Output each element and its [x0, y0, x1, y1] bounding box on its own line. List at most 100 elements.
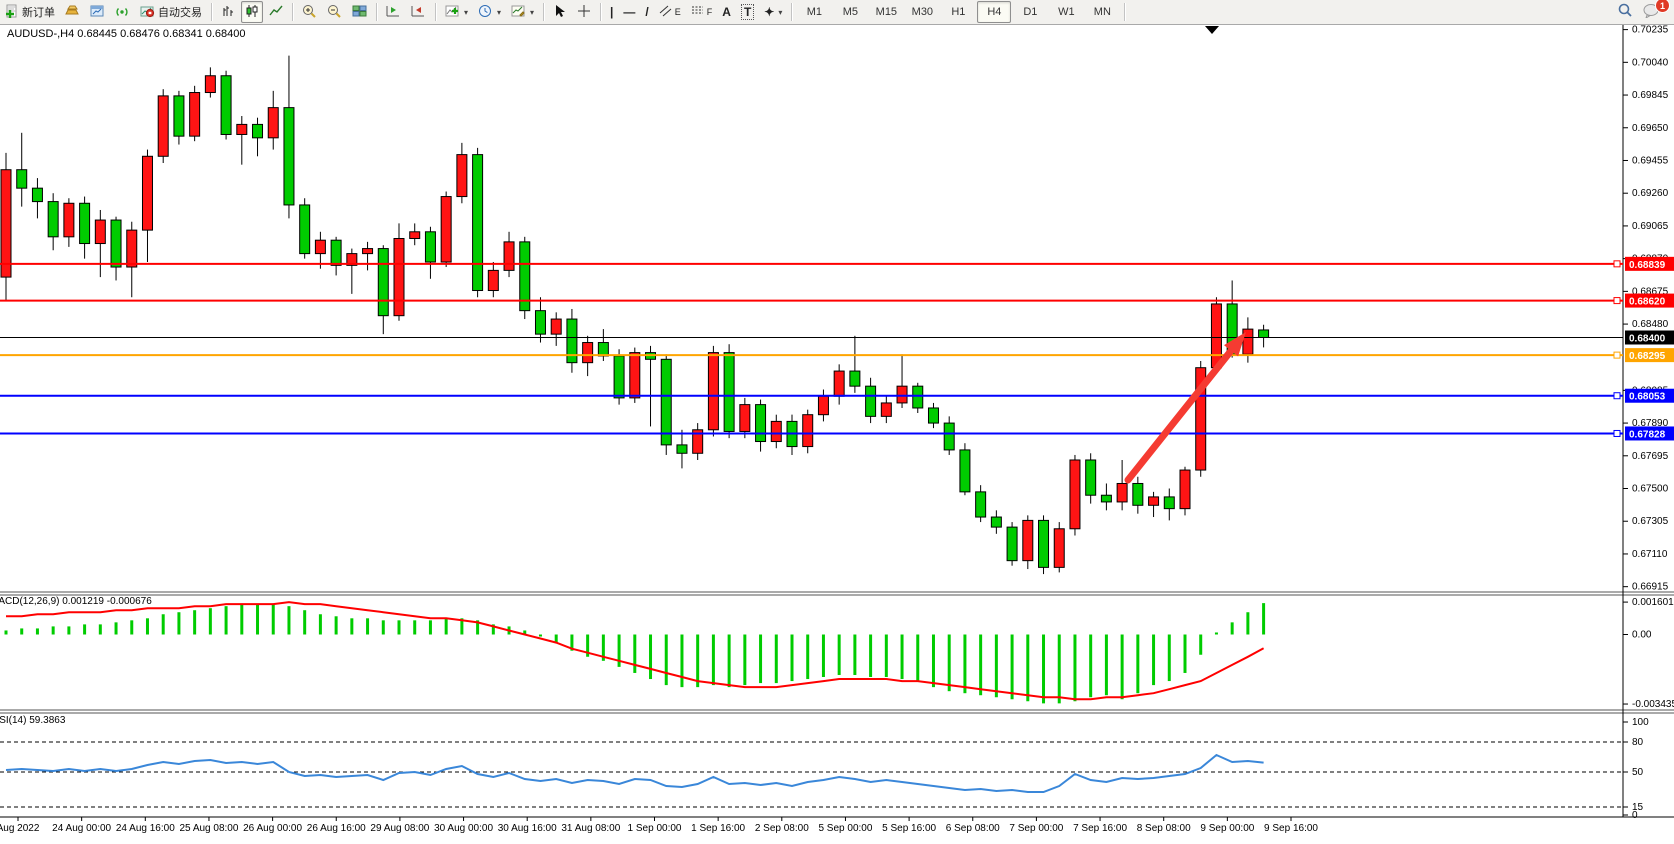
candle-up: [362, 248, 374, 255]
candle-down: [865, 385, 877, 417]
candle-up: [236, 123, 248, 135]
price-tick-label: 0.68675: [1632, 286, 1669, 297]
price-tick-label: 0.70235: [1632, 25, 1669, 36]
candle-down: [47, 201, 59, 238]
candle-down: [173, 95, 185, 137]
price-axis: 0.70235 0.70040 0.69845 0.69650 0.69455 0.692…: [1623, 25, 1669, 593]
timeframe-mn-button[interactable]: MN: [1085, 1, 1119, 23]
chart-title: AUDUSD-,H4 0.68445 0.68476 0.68341 0.684…: [7, 28, 246, 40]
new-order-label: 新订单: [22, 7, 55, 19]
time-tick-label: 25 Aug 08:00: [179, 823, 238, 834]
price-tick-label: 0.67305: [1632, 516, 1669, 527]
horizontal-line-icon: —: [623, 5, 636, 19]
price-tags: 0.68839 0.68620 0.68400 0.68295 0.68053 0.678…: [1625, 256, 1674, 441]
candle-up: [63, 202, 75, 238]
time-tick-label: 9 Sep 16:00: [1264, 823, 1318, 834]
chart-shift-marker-icon[interactable]: [1205, 26, 1219, 34]
fibonacci-tool-button[interactable]: F: [687, 1, 717, 23]
new-order-button[interactable]: 新订单: [1, 1, 59, 23]
timeframe-m15-button[interactable]: M15: [869, 1, 903, 23]
add-indicator-icon: [445, 4, 460, 21]
price-tick-label: 0.69065: [1632, 221, 1669, 232]
timeframe-m5-button[interactable]: M5: [833, 1, 867, 23]
chat-button[interactable]: 1: [1639, 0, 1670, 23]
timeframe-d1-button[interactable]: D1: [1013, 1, 1047, 23]
candle-up: [94, 219, 106, 245]
timeframe-h1-button[interactable]: H1: [941, 1, 975, 23]
zoom-in-button[interactable]: [298, 1, 321, 23]
bar-chart-icon: [221, 4, 235, 21]
vertical-line-tool-button[interactable]: |: [606, 1, 617, 23]
candle-up: [880, 402, 892, 417]
candlestick-mode-button[interactable]: [241, 1, 263, 23]
candle-up: [1210, 303, 1222, 369]
price-tag-label: 0.68620: [1629, 297, 1666, 308]
timeframe-m1-button[interactable]: M1: [797, 1, 831, 23]
timeframe-h4-button[interactable]: H4: [977, 1, 1012, 23]
candle-down: [1100, 494, 1112, 503]
auto-scroll-button[interactable]: [382, 1, 405, 23]
line-handle: [1613, 260, 1621, 268]
dropdown-caret-icon: ▾: [464, 7, 469, 17]
time-tick-label: 30 Aug 16:00: [498, 823, 557, 834]
timeframe-label: M30: [911, 6, 934, 18]
price-tag-label: 0.68839: [1629, 260, 1666, 271]
price-tick-label: 0.67890: [1632, 418, 1669, 429]
trendline-tool-button[interactable]: /: [641, 1, 652, 23]
macd-tick-label: 0.00: [1632, 630, 1652, 641]
templates-button[interactable]: ▾: [507, 1, 538, 23]
text-label-tool-button[interactable]: T: [737, 1, 758, 23]
timeframe-m30-button[interactable]: M30: [905, 1, 939, 23]
line-chart-icon: [269, 4, 283, 21]
time-axis: Aug 2022 24 Aug 00:00 24 Aug 16:00 25 Aug 0…: [0, 817, 1318, 834]
price-tick-label: 0.67500: [1632, 484, 1669, 495]
candle-up: [157, 95, 169, 157]
crosshair-button[interactable]: [573, 1, 595, 23]
zoom-out-button[interactable]: [323, 1, 346, 23]
time-tick-label: 5 Sep 00:00: [818, 823, 872, 834]
bar-chart-mode-button[interactable]: [217, 1, 239, 23]
open-chart-button[interactable]: [86, 1, 109, 23]
trend-arrow[interactable]: [1124, 332, 1246, 484]
candle-up: [1069, 459, 1081, 530]
search-button[interactable]: [1613, 1, 1637, 23]
horizontal-line-tool-button[interactable]: —: [619, 1, 639, 23]
horizontal-lines[interactable]: [0, 260, 1623, 437]
market-button[interactable]: [61, 1, 84, 23]
candle-down: [676, 444, 688, 454]
line-handle: [1613, 351, 1621, 359]
line-handle: [1613, 392, 1621, 400]
dropdown-caret-icon: ▾: [530, 7, 535, 17]
price-tick-label: 0.67110: [1632, 549, 1668, 560]
auto-trading-icon: [140, 4, 155, 21]
zoom-out-icon: [327, 4, 342, 21]
timeframe-w1-button[interactable]: W1: [1049, 1, 1083, 23]
toolbar-separator: [292, 3, 293, 21]
candle-up: [692, 429, 704, 454]
cursor-button[interactable]: [549, 1, 571, 23]
price-tag: [1625, 293, 1674, 308]
candle-up: [503, 241, 515, 271]
candles[interactable]: [0, 55, 1270, 575]
candle-up: [582, 342, 594, 364]
text-label-icon: T: [740, 4, 755, 20]
timeframe-label: W1: [1058, 6, 1075, 18]
channel-tool-button[interactable]: E: [655, 1, 685, 23]
candle-up: [833, 370, 845, 397]
chart-shift-button[interactable]: [407, 1, 430, 23]
auto-trading-button[interactable]: 自动交易: [136, 1, 206, 23]
timeframe-label: MN: [1093, 6, 1111, 18]
time-tick-label: 30 Aug 00:00: [434, 823, 493, 834]
text-tool-button[interactable]: A: [718, 1, 735, 23]
line-chart-mode-button[interactable]: [265, 1, 287, 23]
timeframe-label: M15: [875, 6, 898, 18]
candle-down: [252, 123, 264, 139]
candle-up: [770, 420, 782, 443]
signals-button[interactable]: [111, 1, 134, 23]
indicators-button[interactable]: ▾: [441, 1, 472, 23]
periods-button[interactable]: ▾: [474, 1, 505, 23]
arrows-tool-button[interactable]: ✦ ▾: [760, 1, 786, 23]
time-tick-label: 29 Aug 08:00: [370, 823, 429, 834]
tile-windows-button[interactable]: [348, 1, 371, 23]
